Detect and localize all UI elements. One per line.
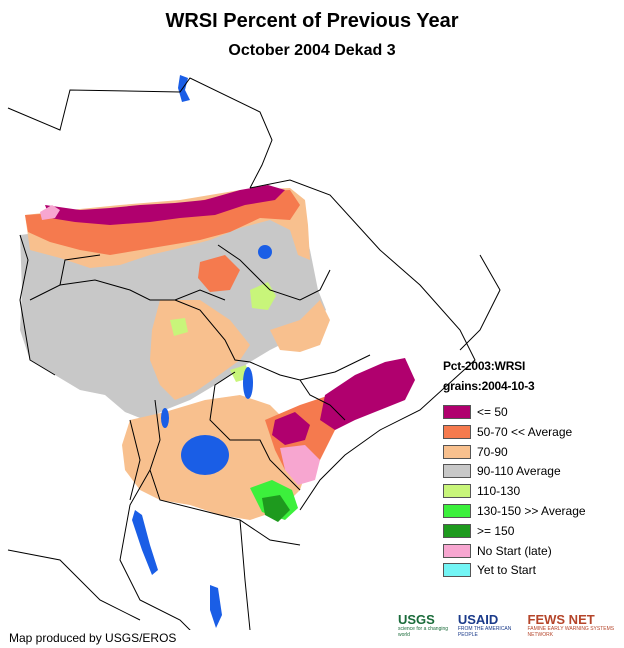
usgs-logo: USGS science for a changing world	[398, 613, 452, 638]
credit-text: Map produced by USGS/EROS	[9, 631, 177, 645]
fewsnet-tagline: FAMINE EARLY WARNING SYSTEMS NETWORK	[527, 625, 615, 638]
lake-tanganyika	[132, 510, 158, 575]
legend-label: 110-130	[477, 484, 521, 499]
legend-header-2: grains:2004-10-3	[443, 379, 535, 393]
legend-item: >= 150	[443, 523, 514, 539]
legend-swatch	[443, 563, 471, 578]
legend-label: 90-110 Average	[477, 464, 561, 479]
region-above-150	[262, 495, 290, 522]
legend-swatch	[443, 424, 471, 439]
region-below-50-somalia	[320, 358, 415, 430]
legend-label: >= 150	[477, 523, 515, 538]
wrsi-map	[7, 75, 501, 630]
legend: Pct-2003:WRSI grains:2004-10-3 <= 50 50-7…	[443, 356, 586, 578]
lake-turkana	[243, 367, 253, 399]
legend-swatch	[443, 405, 471, 419]
legend-swatch	[443, 504, 471, 518]
map-subtitle: October 2004 Dekad 3	[228, 42, 396, 59]
legend-swatch	[443, 464, 471, 479]
map-title: WRSI Percent of Previous Year	[165, 10, 459, 32]
region-below-50-north	[45, 185, 285, 225]
region-below-50-kenya	[272, 412, 310, 445]
region-70-90-east	[270, 300, 330, 352]
legend-item: <= 50	[443, 404, 508, 420]
legend-swatch	[443, 484, 471, 499]
region-50-70-ethiopia	[198, 255, 240, 292]
legend-label: 70-90	[477, 444, 508, 459]
legend-label: Yet to Start	[477, 563, 536, 578]
nile-headwater	[178, 75, 190, 102]
legend-swatch	[443, 523, 471, 538]
legend-label: 50-70 << Average	[477, 424, 573, 439]
usaid-logo: USAID FROM THE AMERICAN PEOPLE	[458, 613, 522, 638]
legend-item: 50-70 << Average	[443, 424, 572, 440]
agency-logos: USGS science for a changing world USAID …	[398, 610, 624, 640]
region-no-start	[280, 445, 320, 485]
legend-item: Yet to Start	[443, 562, 536, 578]
legend-header-1: Pct-2003:WRSI	[443, 359, 526, 373]
usgs-logo-text: USGS	[398, 611, 435, 627]
legend-swatch	[443, 543, 471, 558]
usaid-logo-text: USAID	[457, 611, 499, 627]
legend-label: <= 50	[477, 405, 508, 419]
fewsnet-logo: FEWS NET FAMINE EARLY WARNING SYSTEMS NE…	[528, 613, 624, 638]
legend-item: 90-110 Average	[443, 463, 561, 479]
usaid-tagline: FROM THE AMERICAN PEOPLE	[457, 625, 512, 638]
legend-item: 70-90	[443, 444, 508, 460]
legend-item: 110-130	[443, 483, 520, 499]
lake-malawi	[210, 585, 222, 628]
region-110-130-b	[170, 318, 188, 336]
usgs-tagline: science for a changing world	[398, 625, 449, 638]
legend-swatch	[443, 444, 471, 459]
legend-label: 130-150 >> Average	[477, 504, 586, 518]
fewsnet-logo-text: FEWS NET	[527, 611, 595, 627]
region-no-start-sudan	[40, 205, 60, 220]
lake-victoria	[181, 435, 229, 475]
legend-label: No Start (late)	[477, 543, 552, 558]
legend-item: 130-150 >> Average	[443, 503, 586, 519]
lake-albert	[161, 408, 169, 428]
country-borders	[7, 77, 501, 630]
lake-tana	[258, 245, 272, 259]
legend-item: No Start (late)	[443, 543, 552, 559]
